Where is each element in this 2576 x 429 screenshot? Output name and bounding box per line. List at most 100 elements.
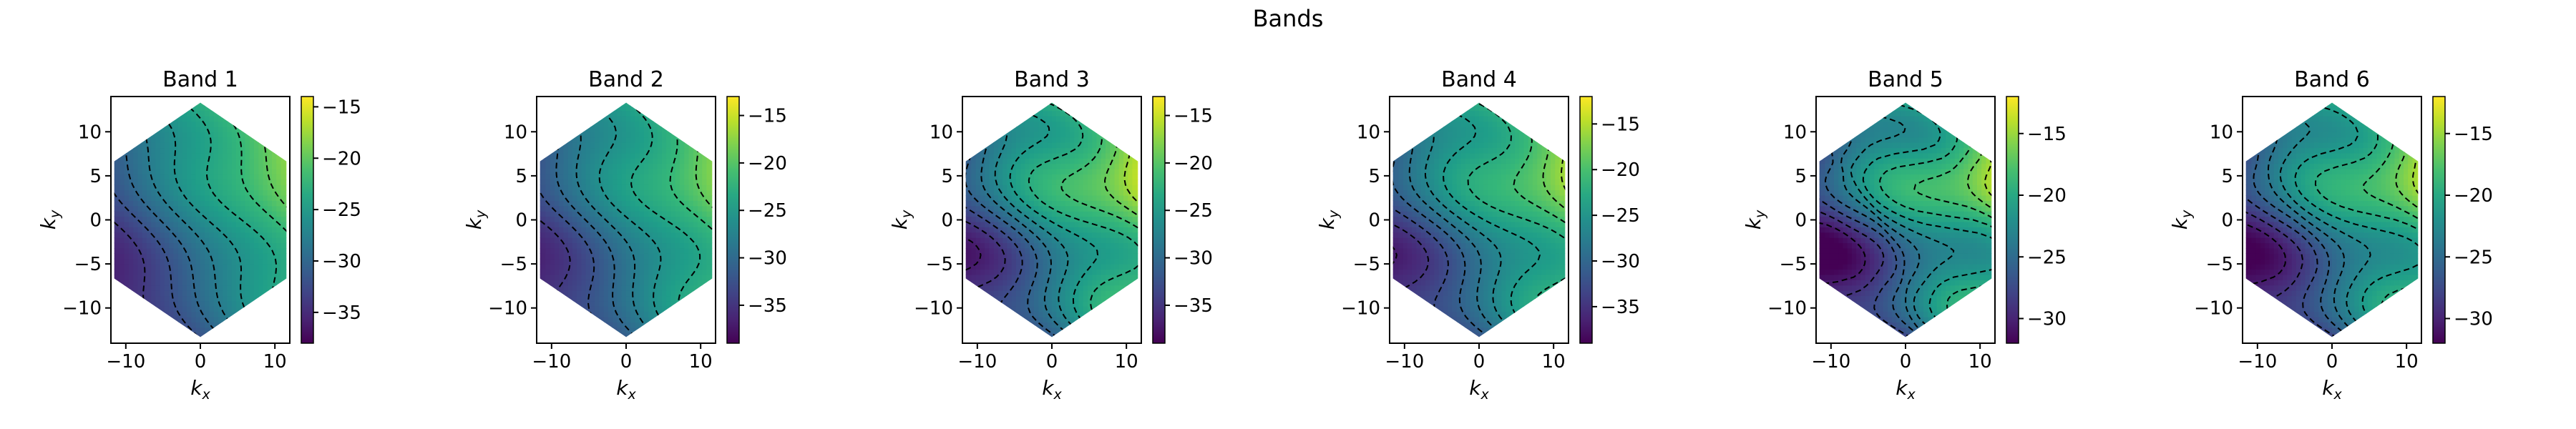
y-tick-label: −10 [1767,298,1807,320]
x-axis-label: kx [1042,376,1062,403]
x-axis-label: kx [1896,376,1916,403]
colorbar-tick-label: −35 [322,302,361,324]
colorbar-tick-label: −30 [322,251,361,272]
y-axis-label-sub: y [47,209,63,219]
colorbar-tick-label: −30 [1174,248,1213,270]
y-axis-label: ky [1315,209,1342,230]
x-axis-label-sub: x [627,387,636,403]
colorbar-tick-label: −25 [2027,247,2067,268]
colorbar [301,96,314,344]
colorbar-tick-label: −25 [1174,200,1213,222]
colorbar-tick-label: −30 [2454,309,2493,330]
contour-line [2245,102,2329,337]
colorbar-tick-label: −20 [1174,153,1213,174]
contour-line [114,102,250,337]
contour-line [208,102,287,337]
energy-heatmap [1392,102,1566,337]
y-axis-label-sub: y [1326,209,1342,219]
y-axis-label: ky [888,209,914,230]
colorbar-tick-label: −35 [1174,295,1213,317]
x-tick-label: 0 [2326,351,2338,373]
energy-heatmap [540,102,713,337]
contour-line [965,102,1080,337]
x-tick-label: 10 [1968,351,1992,373]
y-tick-label: 0 [515,210,527,232]
y-tick-label: −10 [914,298,953,320]
contour-line [1823,102,1960,337]
colorbar-tick-label: −20 [322,148,361,169]
panel-title: Band 4 [1441,67,1517,92]
colorbar-tick-label: −15 [1601,114,1640,135]
colorbar-tick-label: −30 [2027,309,2067,330]
x-tick-label: 0 [195,351,207,373]
colorbar [2006,96,2019,344]
contour-line [2245,102,2371,337]
contour-line [550,102,663,337]
y-tick-label: 5 [1795,166,1807,187]
colorbar-tick-label: −25 [748,200,787,222]
x-axis-label: kx [190,376,210,403]
x-tick-label: 10 [263,351,287,373]
contour-line [1392,102,1513,337]
contour-line [114,102,205,337]
x-axis-label-sub: x [1053,387,1062,403]
colorbar-tick-label: −30 [748,248,787,270]
y-tick-label: 0 [941,210,953,232]
colorbar-tick-label: −20 [2454,185,2493,207]
x-tick-label: 10 [689,351,713,373]
colorbar-tick-label: −35 [748,295,787,317]
x-axis-label-sub: x [2333,387,2342,403]
colorbar-tick-label: −30 [1601,251,1640,272]
contour-line [1393,102,1531,337]
colorbar-tick-label: −25 [2454,247,2493,268]
y-tick-label: 0 [1795,210,1807,232]
contour-line [1416,102,1553,337]
y-tick-label: 10 [1357,122,1380,143]
x-tick-label: −10 [106,351,145,373]
panel-title: Band 6 [2294,67,2370,92]
colorbar [1152,96,1166,344]
x-tick-label: 10 [1115,351,1138,373]
energy-heatmap [114,102,287,337]
colorbar-tick-label: −15 [2454,124,2493,145]
y-tick-label: 10 [1783,122,1807,143]
colorbar [2432,96,2446,344]
y-tick-label: −5 [1353,254,1380,275]
y-tick-label: −5 [1780,254,1807,275]
x-axis-label: kx [2322,376,2342,403]
panel-band-1: Band 1 −10 0 10 −10 −5 0 5 10 kx ky −15 −20 −25 −30 −35 [36,67,361,403]
contour-line [986,102,1112,337]
panel-band-6: Band 6 −10 0 10 −10 −5 0 5 10 kx ky −15 −20 −25 −30 [2168,67,2493,403]
x-axis-label-sub: x [1480,387,1489,403]
panel-band-5: Band 5 −10 0 10 −10 −5 0 5 10 kx ky −15 −20 −25 −30 [1742,67,2067,403]
x-tick-label: −10 [1811,351,1850,373]
colorbar-tick-label: −25 [322,199,361,221]
y-axis-label-sub: y [2179,209,2195,219]
y-tick-label: 10 [504,122,527,143]
x-axis-label-sub: x [1906,387,1916,403]
y-tick-label: 10 [930,122,953,143]
y-axis-label-sub: y [899,209,914,219]
contour-line [175,102,287,337]
colorbar [1579,96,1593,344]
y-axis-label: ky [2168,209,2195,230]
energy-heatmap [1819,102,1992,337]
y-tick-label: −10 [1341,298,1380,320]
figure-suptitle: Bands [1253,5,1324,32]
panel-title: Band 3 [1014,67,1090,92]
y-axis-label: ky [1742,209,1768,230]
y-tick-label: −10 [62,298,102,320]
contour-line [2276,102,2419,337]
y-tick-label: −5 [500,254,527,275]
energy-heatmap [2245,102,2419,337]
y-tick-label: 0 [2221,210,2233,232]
contour-line [2251,102,2389,337]
y-axis-label: ky [462,209,489,230]
panel-band-2: Band 2 −10 0 10 −10 −5 0 5 10 kx ky −15 −20 −25 −30 −35 [462,67,787,403]
colorbar-tick-label: −15 [322,97,361,118]
panel-band-3: Band 3 −10 0 10 −10 −5 0 5 10 kx ky −15 −20 −25 −30 −35 [888,67,1213,403]
contour-line [965,102,1049,337]
x-tick-label: −10 [2238,351,2277,373]
contour-line [647,102,713,337]
